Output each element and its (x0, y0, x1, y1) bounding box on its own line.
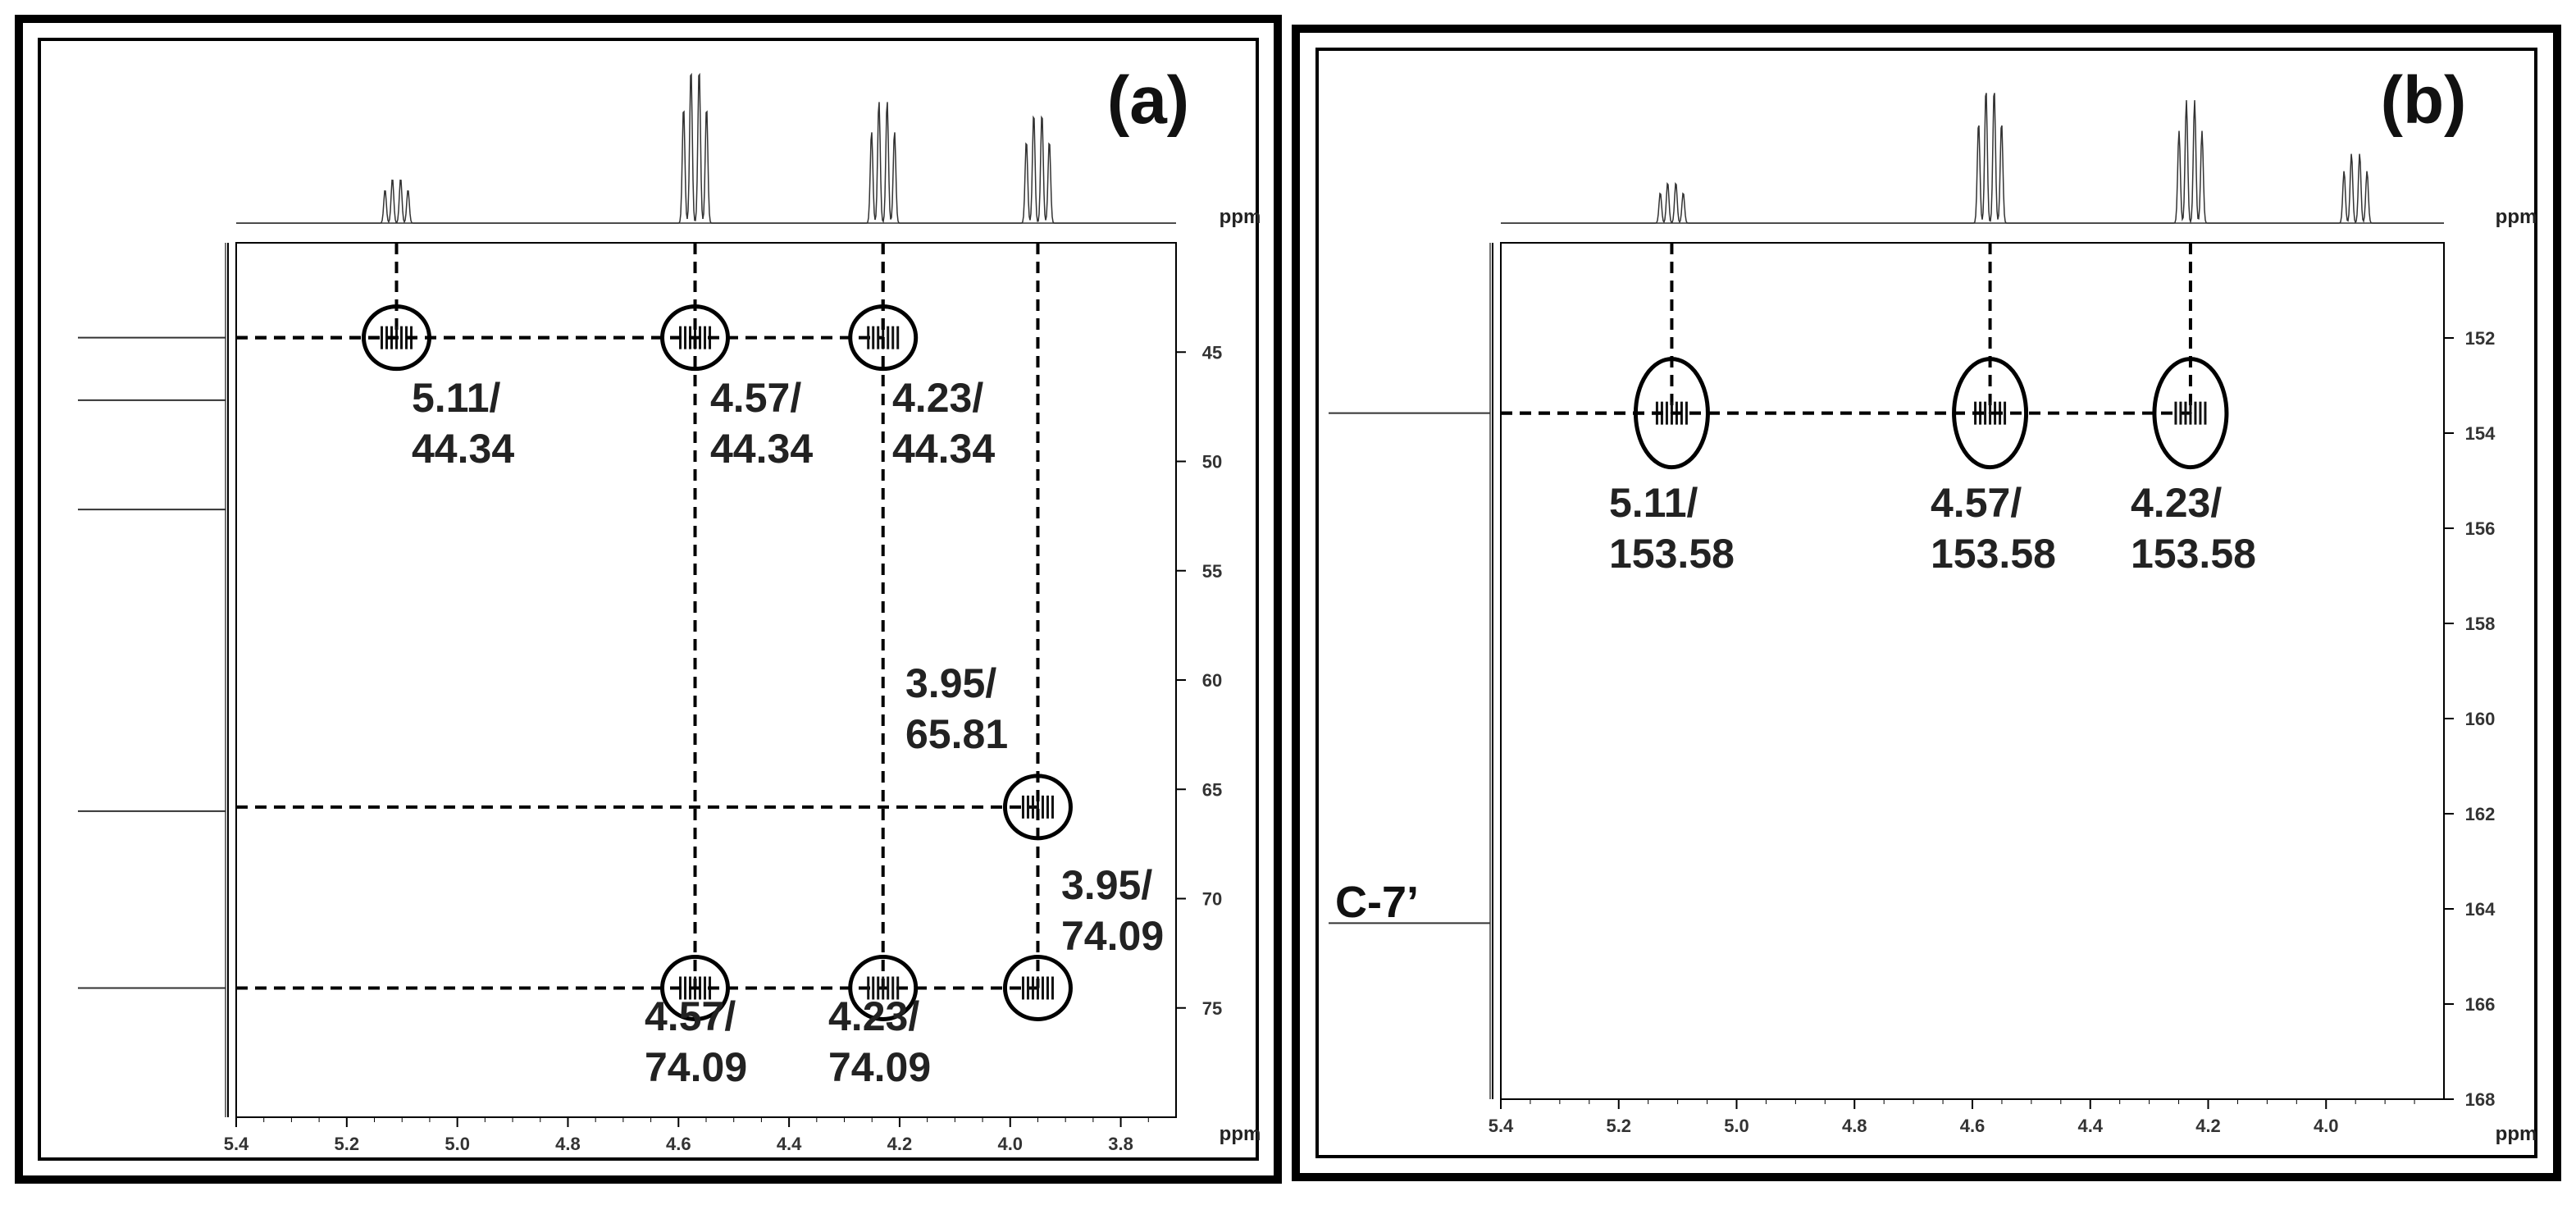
peak-annotation-line1: 4.57/ (710, 375, 801, 421)
c7-annotation: C-7’ (1335, 878, 1419, 927)
peak-annotation-line1: 5.11/ (412, 375, 501, 421)
top-projection-spectrum (236, 72, 1176, 224)
panel-label: (b) (2381, 63, 2467, 138)
y-tick-label: 160 (2465, 709, 2496, 729)
x-tick-label: 5.4 (224, 1134, 249, 1154)
x-tick-label: 4.8 (555, 1134, 581, 1154)
peak-annotation-line2: 74.09 (828, 1044, 931, 1090)
peak-annotation-line2: 153.58 (2131, 531, 2256, 577)
y-tick-label: 164 (2465, 899, 2496, 920)
y-tick-label: 158 (2465, 614, 2496, 634)
x-tick-label: 4.4 (2077, 1116, 2103, 1136)
x-tick-label: 4.0 (2314, 1116, 2339, 1136)
peak-annotation-line1: 4.23/ (2131, 480, 2222, 526)
y-tick-label: 156 (2465, 518, 2496, 539)
y-tick-label: 75 (1202, 998, 1222, 1019)
x-tick-label: 4.6 (1960, 1116, 1986, 1136)
peak-annotation-line1: 3.95/ (1061, 862, 1152, 908)
peak-annotation-line2: 153.58 (1609, 531, 1735, 577)
y-tick-label: 154 (2465, 423, 2496, 444)
x-tick-label: 4.2 (2195, 1116, 2221, 1136)
cross-peak-circle (2152, 357, 2229, 470)
cross-peak-circle (848, 954, 919, 1021)
panel-b-chart: 5.4 5.2 5.0 4.8 4.6 4.4 4.2 4.0 152 154 156 158 160 1… (1329, 63, 2537, 1145)
y-tick-label: 168 (2465, 1089, 2496, 1110)
panel-b-frame (1292, 25, 2561, 1181)
y-unit-label: ppm (1220, 206, 1261, 228)
y-tick-label: 70 (1202, 889, 1222, 910)
y-unit-label: ppm (2496, 206, 2537, 228)
peak-annotation-line1: 4.23/ (828, 993, 919, 1039)
x-tick-label: 5.2 (1606, 1116, 1631, 1136)
x-tick-label: 4.2 (887, 1134, 913, 1154)
peak-annotation-line2: 44.34 (412, 426, 514, 472)
x-unit-label: ppm (2496, 1123, 2537, 1145)
x-tick-label: 4.0 (997, 1134, 1023, 1154)
peak-annotation-line2: 74.09 (1061, 913, 1164, 959)
x-tick-label: 5.0 (1724, 1116, 1749, 1136)
top-projection-spectrum (1501, 93, 2444, 225)
x-tick-label: 5.0 (445, 1134, 470, 1154)
peak-annotation-line1: 4.23/ (892, 375, 983, 421)
y-tick-label: 166 (2465, 994, 2496, 1015)
peak-annotation-line2: 74.09 (645, 1044, 747, 1090)
plot-area-frame (1500, 242, 2445, 1100)
peak-annotation-line2: 44.34 (710, 426, 813, 472)
y-tick-label: 65 (1202, 779, 1222, 800)
y-tick-label: 152 (2465, 328, 2496, 349)
panel-b-border (1315, 48, 2537, 1158)
peak-annotation-line2: 153.58 (1931, 531, 2056, 577)
cross-peak-circle (1002, 954, 1073, 1021)
x-tick-label: 4.8 (1842, 1116, 1867, 1136)
peak-annotation-line1: 3.95/ (905, 660, 996, 706)
y-tick-label: 45 (1202, 342, 1222, 363)
peak-annotation-line2: 44.34 (892, 426, 995, 472)
panel-a-border (38, 38, 1259, 1161)
y-tick-label: 50 (1202, 452, 1222, 472)
x-tick-label: 4.4 (777, 1134, 802, 1154)
peak-annotation-line1: 4.57/ (645, 993, 736, 1039)
panel-label: (a) (1107, 63, 1189, 138)
x-tick-label: 4.6 (666, 1134, 691, 1154)
y-tick-label: 60 (1202, 670, 1222, 691)
peak-annotation-line2: 65.81 (905, 711, 1008, 757)
x-tick-label: 5.4 (1489, 1116, 1514, 1136)
peak-annotation-line1: 5.11/ (1609, 480, 1698, 526)
y-tick-label: 162 (2465, 804, 2496, 824)
peak-annotation-line1: 4.57/ (1931, 480, 2022, 526)
panel-a-chart: 5.4 5.2 5.0 4.8 4.6 4.4 4.2 4.0 3.8 45 50 55 60 65 70 7… (78, 63, 1261, 1154)
y-tick-label: 55 (1202, 561, 1222, 582)
x-tick-label: 5.2 (335, 1134, 360, 1154)
x-tick-label: 3.8 (1108, 1134, 1133, 1154)
x-unit-label: ppm (1220, 1123, 1261, 1145)
